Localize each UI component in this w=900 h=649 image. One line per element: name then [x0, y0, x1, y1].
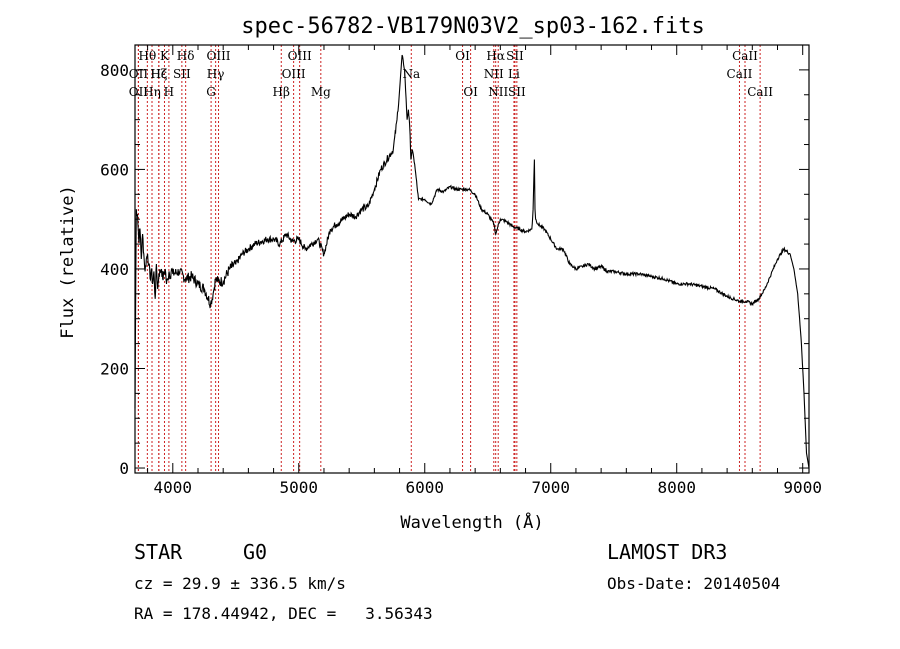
x-tick-label: 8000 [657, 478, 696, 497]
plot-frame [134, 44, 810, 474]
axis-ticks: 4000 5000 6000 7000 8000 9000 0 200 400 600 800 [100, 45, 822, 497]
spectral-line-label: CaII [732, 49, 758, 63]
spectral-line-label: SII [173, 67, 191, 81]
x-tick-label: 9000 [783, 478, 822, 497]
spectral-line-label: OI [463, 85, 478, 99]
obs-date-text: Obs-Date: 20140504 [607, 574, 780, 593]
spectral-line-label: H [164, 85, 174, 99]
spectral-line-label: NII [484, 67, 504, 81]
spectral-line-label: OIII [206, 49, 230, 63]
spectral-line-label: NII [488, 85, 508, 99]
spectral-line-label: Hγ [207, 67, 225, 81]
x-axis-label: Wavelength (Å) [400, 511, 543, 533]
spectral-line-label: Hδ [177, 49, 195, 63]
flux-series-line [134, 54, 810, 469]
spectral-line-label: OII [129, 85, 149, 99]
spectral-line-label: G [206, 85, 216, 99]
spectral-line-label: SII [508, 85, 526, 99]
survey-label: LAMOST DR3 [607, 540, 727, 564]
spectral-line-label: Hβ [273, 85, 290, 99]
spectral-line-label: Hζ [150, 67, 167, 81]
spectral-line-label: Li [508, 67, 520, 81]
x-tick-label: 6000 [405, 478, 444, 497]
spectral-line-label: Na [402, 67, 420, 81]
spectral-line-label: SII [506, 49, 524, 63]
y-tick-label: 800 [100, 61, 129, 80]
spectral-line-label: K [160, 49, 170, 63]
redshift-text: cz = 29.9 ± 336.5 km/s [134, 574, 346, 593]
spectral-line-label: OIII [282, 67, 306, 81]
y-axis-label: Flux (relative) [58, 185, 78, 339]
y-tick-label: 400 [100, 260, 129, 279]
y-tick-label: 200 [100, 359, 129, 378]
spectral-line-label: OI [455, 49, 470, 63]
spectral-line-label: CaII [747, 85, 773, 99]
chart-title: spec-56782-VB179N03V2_sp03-162.fits [241, 14, 705, 39]
spectral-line-label: OII [129, 67, 149, 81]
x-tick-label: 4000 [154, 478, 193, 497]
spectral-line-label: Hη [143, 85, 161, 99]
y-tick-label: 600 [100, 160, 129, 179]
spectral-lines [137, 45, 761, 473]
subclass-label: G0 [243, 540, 267, 564]
spectral-line-label: CaII [727, 67, 753, 81]
class-label: STAR [134, 540, 183, 564]
spectral-line-label: Mg [311, 85, 331, 99]
spectral-line-label: Hα [486, 49, 505, 63]
x-tick-label: 7000 [531, 478, 570, 497]
spectral-line-label: Hε [150, 67, 167, 81]
y-tick-label: 0 [119, 459, 129, 478]
spectral-line-label: Hθ [138, 49, 156, 63]
coordinates-text: RA = 178.44942, DEC = 3.56343 [134, 604, 433, 623]
x-tick-label: 5000 [280, 478, 319, 497]
spectral-line-label: OIII [288, 49, 312, 63]
